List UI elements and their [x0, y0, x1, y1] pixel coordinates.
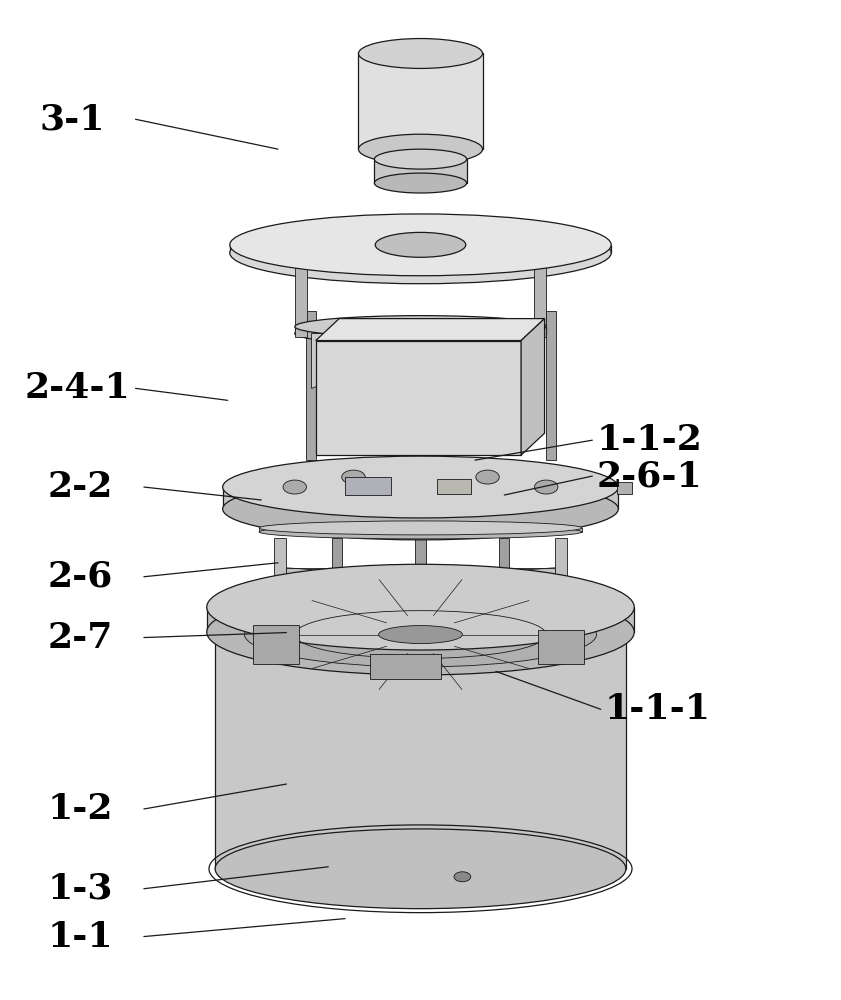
Bar: [287, 568, 554, 588]
Polygon shape: [215, 620, 626, 869]
Text: 2-6-1: 2-6-1: [596, 459, 702, 493]
Ellipse shape: [215, 829, 626, 909]
Text: 2-2: 2-2: [47, 470, 113, 504]
Polygon shape: [374, 159, 467, 183]
Text: 1-1: 1-1: [47, 920, 114, 954]
Ellipse shape: [259, 521, 582, 535]
Bar: [538, 630, 584, 664]
Bar: [294, 252, 307, 337]
Bar: [415, 538, 426, 610]
Text: 2-6: 2-6: [47, 560, 113, 594]
Text: 1-2: 1-2: [47, 792, 113, 826]
Bar: [274, 538, 287, 618]
Ellipse shape: [230, 214, 611, 276]
Ellipse shape: [375, 232, 466, 257]
Bar: [500, 538, 510, 610]
Ellipse shape: [358, 39, 483, 68]
Ellipse shape: [245, 602, 596, 667]
Polygon shape: [311, 334, 404, 388]
Ellipse shape: [476, 470, 500, 484]
Ellipse shape: [294, 323, 547, 345]
Polygon shape: [230, 245, 611, 253]
Text: 2-7: 2-7: [47, 621, 113, 655]
Bar: [345, 477, 391, 495]
Ellipse shape: [259, 525, 582, 539]
Ellipse shape: [374, 149, 467, 169]
Bar: [305, 311, 315, 460]
Ellipse shape: [535, 480, 558, 494]
Polygon shape: [437, 334, 530, 388]
Bar: [534, 252, 547, 337]
Ellipse shape: [230, 222, 611, 284]
Bar: [616, 482, 632, 494]
Ellipse shape: [378, 626, 463, 644]
Bar: [370, 654, 442, 679]
Bar: [554, 538, 567, 618]
Polygon shape: [358, 53, 483, 149]
Ellipse shape: [341, 470, 365, 484]
Ellipse shape: [294, 316, 547, 338]
Ellipse shape: [223, 456, 618, 518]
Text: 1-1-2: 1-1-2: [596, 423, 702, 457]
Text: 2-4-1: 2-4-1: [25, 371, 130, 405]
Polygon shape: [223, 487, 618, 509]
Ellipse shape: [454, 872, 471, 882]
Polygon shape: [207, 607, 634, 632]
Polygon shape: [315, 319, 545, 341]
Ellipse shape: [207, 589, 634, 675]
Bar: [547, 311, 556, 460]
Text: 1-1-1: 1-1-1: [605, 692, 711, 726]
Text: 1-3: 1-3: [47, 872, 113, 906]
Bar: [437, 479, 471, 494]
Ellipse shape: [207, 564, 634, 650]
Bar: [315, 341, 521, 455]
Ellipse shape: [223, 478, 618, 540]
Ellipse shape: [215, 580, 626, 659]
Bar: [253, 625, 299, 664]
Polygon shape: [294, 327, 547, 334]
Ellipse shape: [358, 134, 483, 164]
Polygon shape: [521, 319, 545, 455]
Bar: [331, 538, 341, 610]
Ellipse shape: [283, 480, 306, 494]
Text: 3-1: 3-1: [40, 102, 104, 136]
Ellipse shape: [374, 173, 467, 193]
Polygon shape: [259, 528, 582, 532]
